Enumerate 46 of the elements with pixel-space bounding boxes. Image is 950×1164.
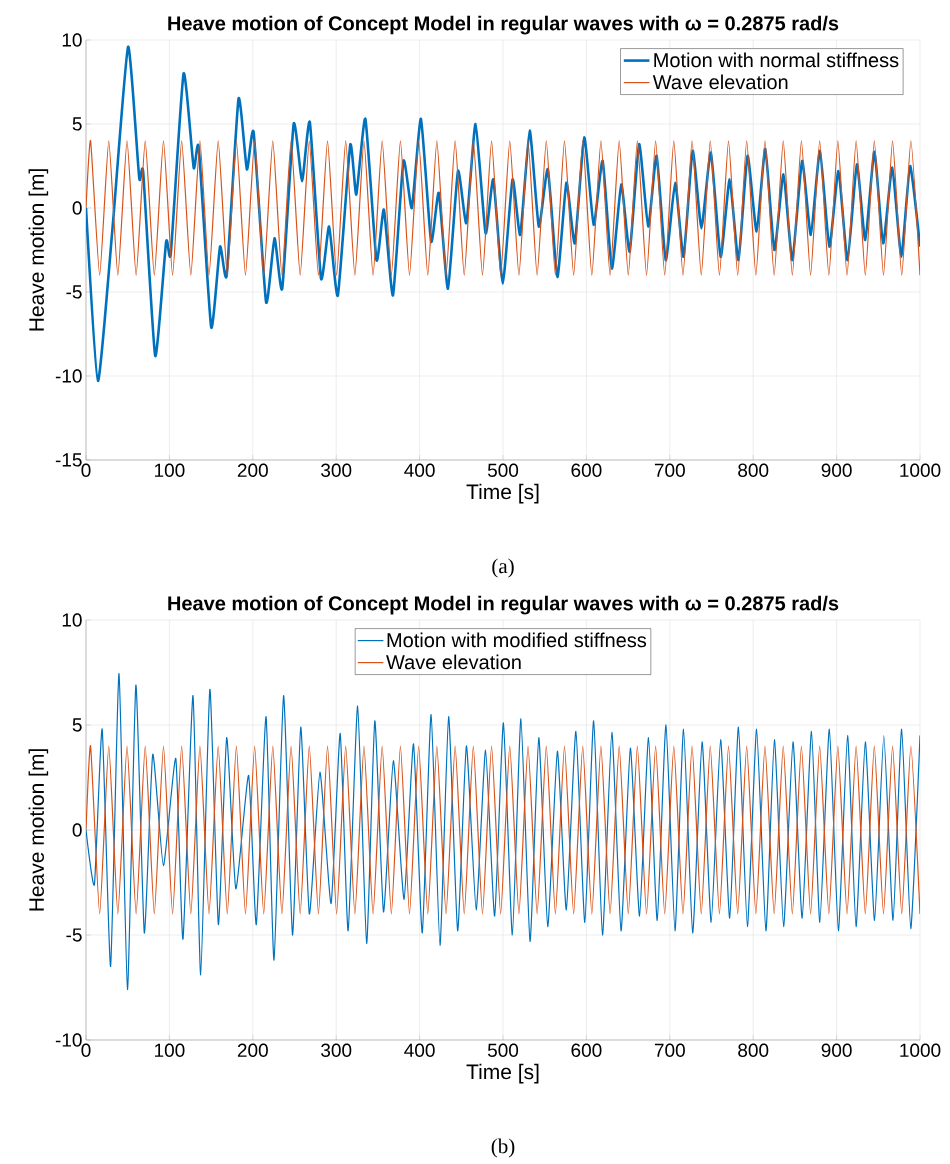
text: (b) — [491, 1138, 515, 1158]
y-tick-label: -15 — [55, 453, 82, 467]
legend-label: Motion with normal stiffness — [654, 52, 899, 68]
x-tick-label: 600 — [571, 1043, 602, 1057]
x-tick-label: 100 — [154, 463, 185, 477]
x-tick-label: 300 — [321, 1043, 352, 1057]
chart-title: Heave motion of Concept Model in regular waves with ω = 0.2875 rad/s — [168, 595, 839, 615]
y-tick-label: 5 — [72, 117, 82, 131]
y-tick-label: 0 — [72, 201, 82, 215]
line-series — [86, 672, 921, 991]
y-tick-label: -10 — [55, 369, 82, 383]
y-axis-title: Heave motion [m] — [28, 169, 49, 331]
x-tick-label: 500 — [487, 1043, 519, 1057]
legend-label: Motion with modified stiffness — [387, 632, 647, 648]
y-tick-label: 10 — [62, 33, 82, 47]
x-tick-label: 200 — [237, 463, 268, 477]
y-tick-label: 0 — [72, 823, 82, 837]
x-axis-title: Time [s] — [466, 1063, 539, 1084]
y-tick-label: -10 — [55, 1033, 82, 1047]
y-tick-label: 10 — [62, 613, 82, 627]
x-tick-label: 400 — [404, 1043, 435, 1057]
x-tick-label: 900 — [821, 1043, 852, 1057]
x-tick-label: 0 — [81, 1043, 91, 1057]
y-tick-label: -5 — [66, 285, 82, 299]
x-tick-label: 300 — [321, 463, 352, 477]
x-axis-title: Time [s] — [466, 483, 539, 504]
x-tick-label: 600 — [571, 463, 602, 477]
x-tick-label: 700 — [654, 463, 685, 477]
y-tick-label: -5 — [66, 928, 82, 942]
x-tick-label: 100 — [154, 1043, 185, 1057]
x-tick-label: 200 — [237, 1043, 268, 1057]
x-tick-label: 700 — [654, 1043, 685, 1057]
y-axis-title: Heave motion [m] — [28, 749, 49, 911]
x-tick-label: 500 — [487, 463, 519, 477]
y-tick-label: 5 — [72, 718, 82, 732]
chart-title: Heave motion of Concept Model in regular waves with ω = 0.2875 rad/s — [168, 15, 839, 35]
legend-label: Wave elevation — [386, 654, 521, 670]
x-tick-label: 1000 — [900, 463, 941, 477]
x-tick-label: 400 — [404, 463, 435, 477]
x-tick-label: 800 — [738, 1043, 769, 1057]
legend-label: Wave elevation — [652, 74, 788, 90]
text: (a) — [492, 558, 514, 578]
x-tick-label: 0 — [81, 463, 91, 477]
x-tick-label: 1000 — [900, 1043, 941, 1057]
x-tick-label: 900 — [821, 463, 852, 477]
x-tick-label: 800 — [738, 463, 769, 477]
